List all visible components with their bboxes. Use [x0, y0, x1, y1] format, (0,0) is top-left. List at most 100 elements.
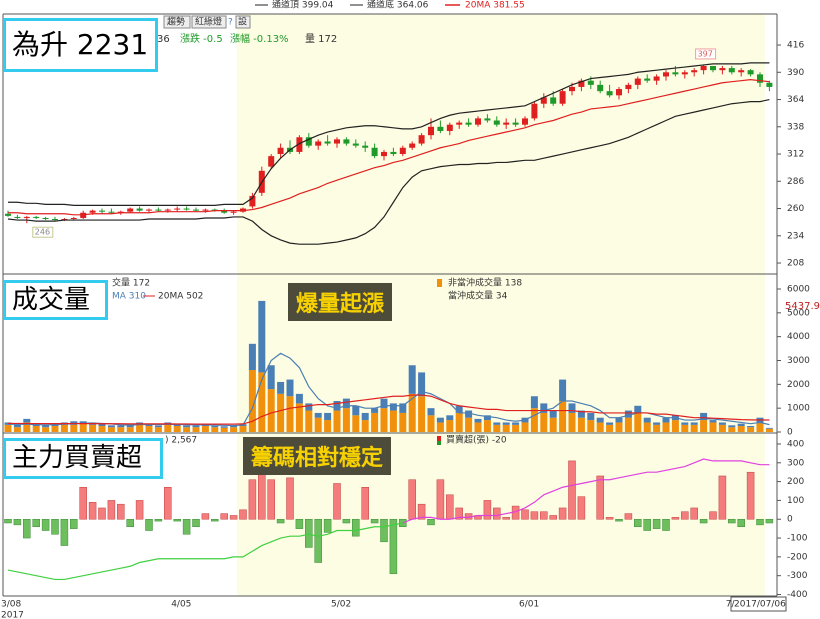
- button[interactable]: [163, 15, 191, 29]
- candle-body: [334, 139, 340, 144]
- bar-segment: [107, 427, 115, 432]
- candle-body: [42, 217, 49, 220]
- bar: [276, 518, 285, 524]
- legend-label: 20MA 502: [158, 292, 203, 302]
- bar-segment: [154, 425, 162, 428]
- bar-segment: [624, 410, 632, 418]
- bar: [88, 502, 97, 520]
- bar-segment: [568, 403, 576, 413]
- bar-segment: [333, 410, 341, 432]
- y-tick-label: -400: [787, 590, 808, 600]
- line: [8, 62, 770, 206]
- bar-segment: [98, 423, 106, 427]
- price-marker-box: [695, 48, 717, 60]
- bar-segment: [211, 427, 219, 432]
- y-tick-label: 286: [787, 177, 804, 187]
- candle-body: [268, 156, 275, 167]
- bar-segment: [192, 427, 200, 432]
- bar: [267, 479, 275, 520]
- bar-segment: [559, 379, 567, 402]
- bar-segment: [690, 424, 698, 432]
- bar-segment: [530, 396, 538, 409]
- bar-segment: [436, 422, 444, 432]
- candle-body: [700, 65, 707, 71]
- candle-body: [672, 72, 679, 75]
- bar-segment: [51, 426, 59, 432]
- button[interactable]: [191, 15, 227, 29]
- button-label[interactable]: 設: [238, 16, 247, 28]
- button-label[interactable]: 紅綠燈: [195, 16, 222, 28]
- bar-segment: [192, 425, 200, 428]
- bar-segment: [295, 393, 303, 404]
- candle-body: [475, 118, 481, 125]
- bar: [211, 518, 219, 522]
- bar: [502, 517, 510, 520]
- bar: [192, 518, 200, 528]
- bar-segment: [183, 425, 191, 428]
- bar: [164, 486, 172, 520]
- bar: [13, 518, 22, 526]
- annotation: 籌碼相對穩定: [243, 437, 392, 475]
- bar-segment: [681, 422, 689, 425]
- bar-segment: [483, 420, 491, 432]
- bar: [681, 511, 689, 520]
- bar-segment: [23, 418, 31, 423]
- bar: [446, 494, 454, 520]
- candle-body: [362, 145, 369, 148]
- candle-body: [230, 211, 237, 213]
- bar: [220, 513, 228, 520]
- bar: [408, 479, 416, 520]
- candle-body: [418, 135, 425, 144]
- legend-label: 通道頂 399.04: [272, 0, 334, 11]
- y-tick-label: 3000: [787, 356, 810, 366]
- bar-segment: [493, 422, 501, 425]
- bar: [248, 479, 257, 520]
- bar-segment: [653, 424, 661, 432]
- candle-body: [89, 210, 96, 213]
- bar: [455, 507, 463, 520]
- candle-body: [550, 97, 557, 104]
- candle-body: [691, 70, 698, 73]
- legend-label: 20MA 381.55: [465, 1, 525, 11]
- bar: [540, 511, 548, 520]
- bar-segment: [380, 398, 388, 409]
- bar: [380, 518, 388, 543]
- bar-segment: [690, 422, 698, 425]
- candle-body: [193, 209, 199, 211]
- button-label[interactable]: 趨勢: [167, 16, 185, 28]
- bar: [624, 513, 633, 520]
- y-tick-label: 208: [787, 259, 804, 269]
- bar: [154, 518, 163, 522]
- bar: [361, 486, 369, 520]
- title-box: 主力買賣超: [3, 438, 163, 479]
- bar-segment: [70, 424, 78, 432]
- bar-segment: [427, 415, 435, 432]
- bar: [643, 518, 651, 531]
- y-tick-label: -100: [787, 534, 808, 544]
- y-tick-label: 0: [787, 428, 793, 438]
- x-tick-label: 5/02: [331, 600, 351, 610]
- bar: [98, 507, 106, 520]
- bar: [756, 518, 764, 526]
- legend-swatch: [437, 279, 442, 287]
- candle-body: [399, 147, 406, 155]
- bar-segment: [718, 422, 726, 425]
- bar: [737, 518, 745, 528]
- bar-segment: [164, 424, 172, 432]
- bar-segment: [418, 396, 426, 432]
- candle-body: [33, 216, 40, 218]
- bar-segment: [79, 421, 87, 424]
- candle-body: [155, 209, 162, 211]
- button[interactable]: [235, 15, 251, 29]
- button-label[interactable]: ?: [228, 18, 233, 28]
- candle-body: [409, 143, 416, 148]
- bar-segment: [596, 417, 604, 423]
- bar: [652, 518, 661, 529]
- bar: [577, 496, 586, 520]
- bar-segment: [277, 393, 285, 432]
- bar: [493, 507, 501, 520]
- bar: [4, 518, 12, 524]
- bar: [671, 517, 680, 520]
- bar-segment: [13, 427, 21, 432]
- candle-body: [757, 74, 763, 83]
